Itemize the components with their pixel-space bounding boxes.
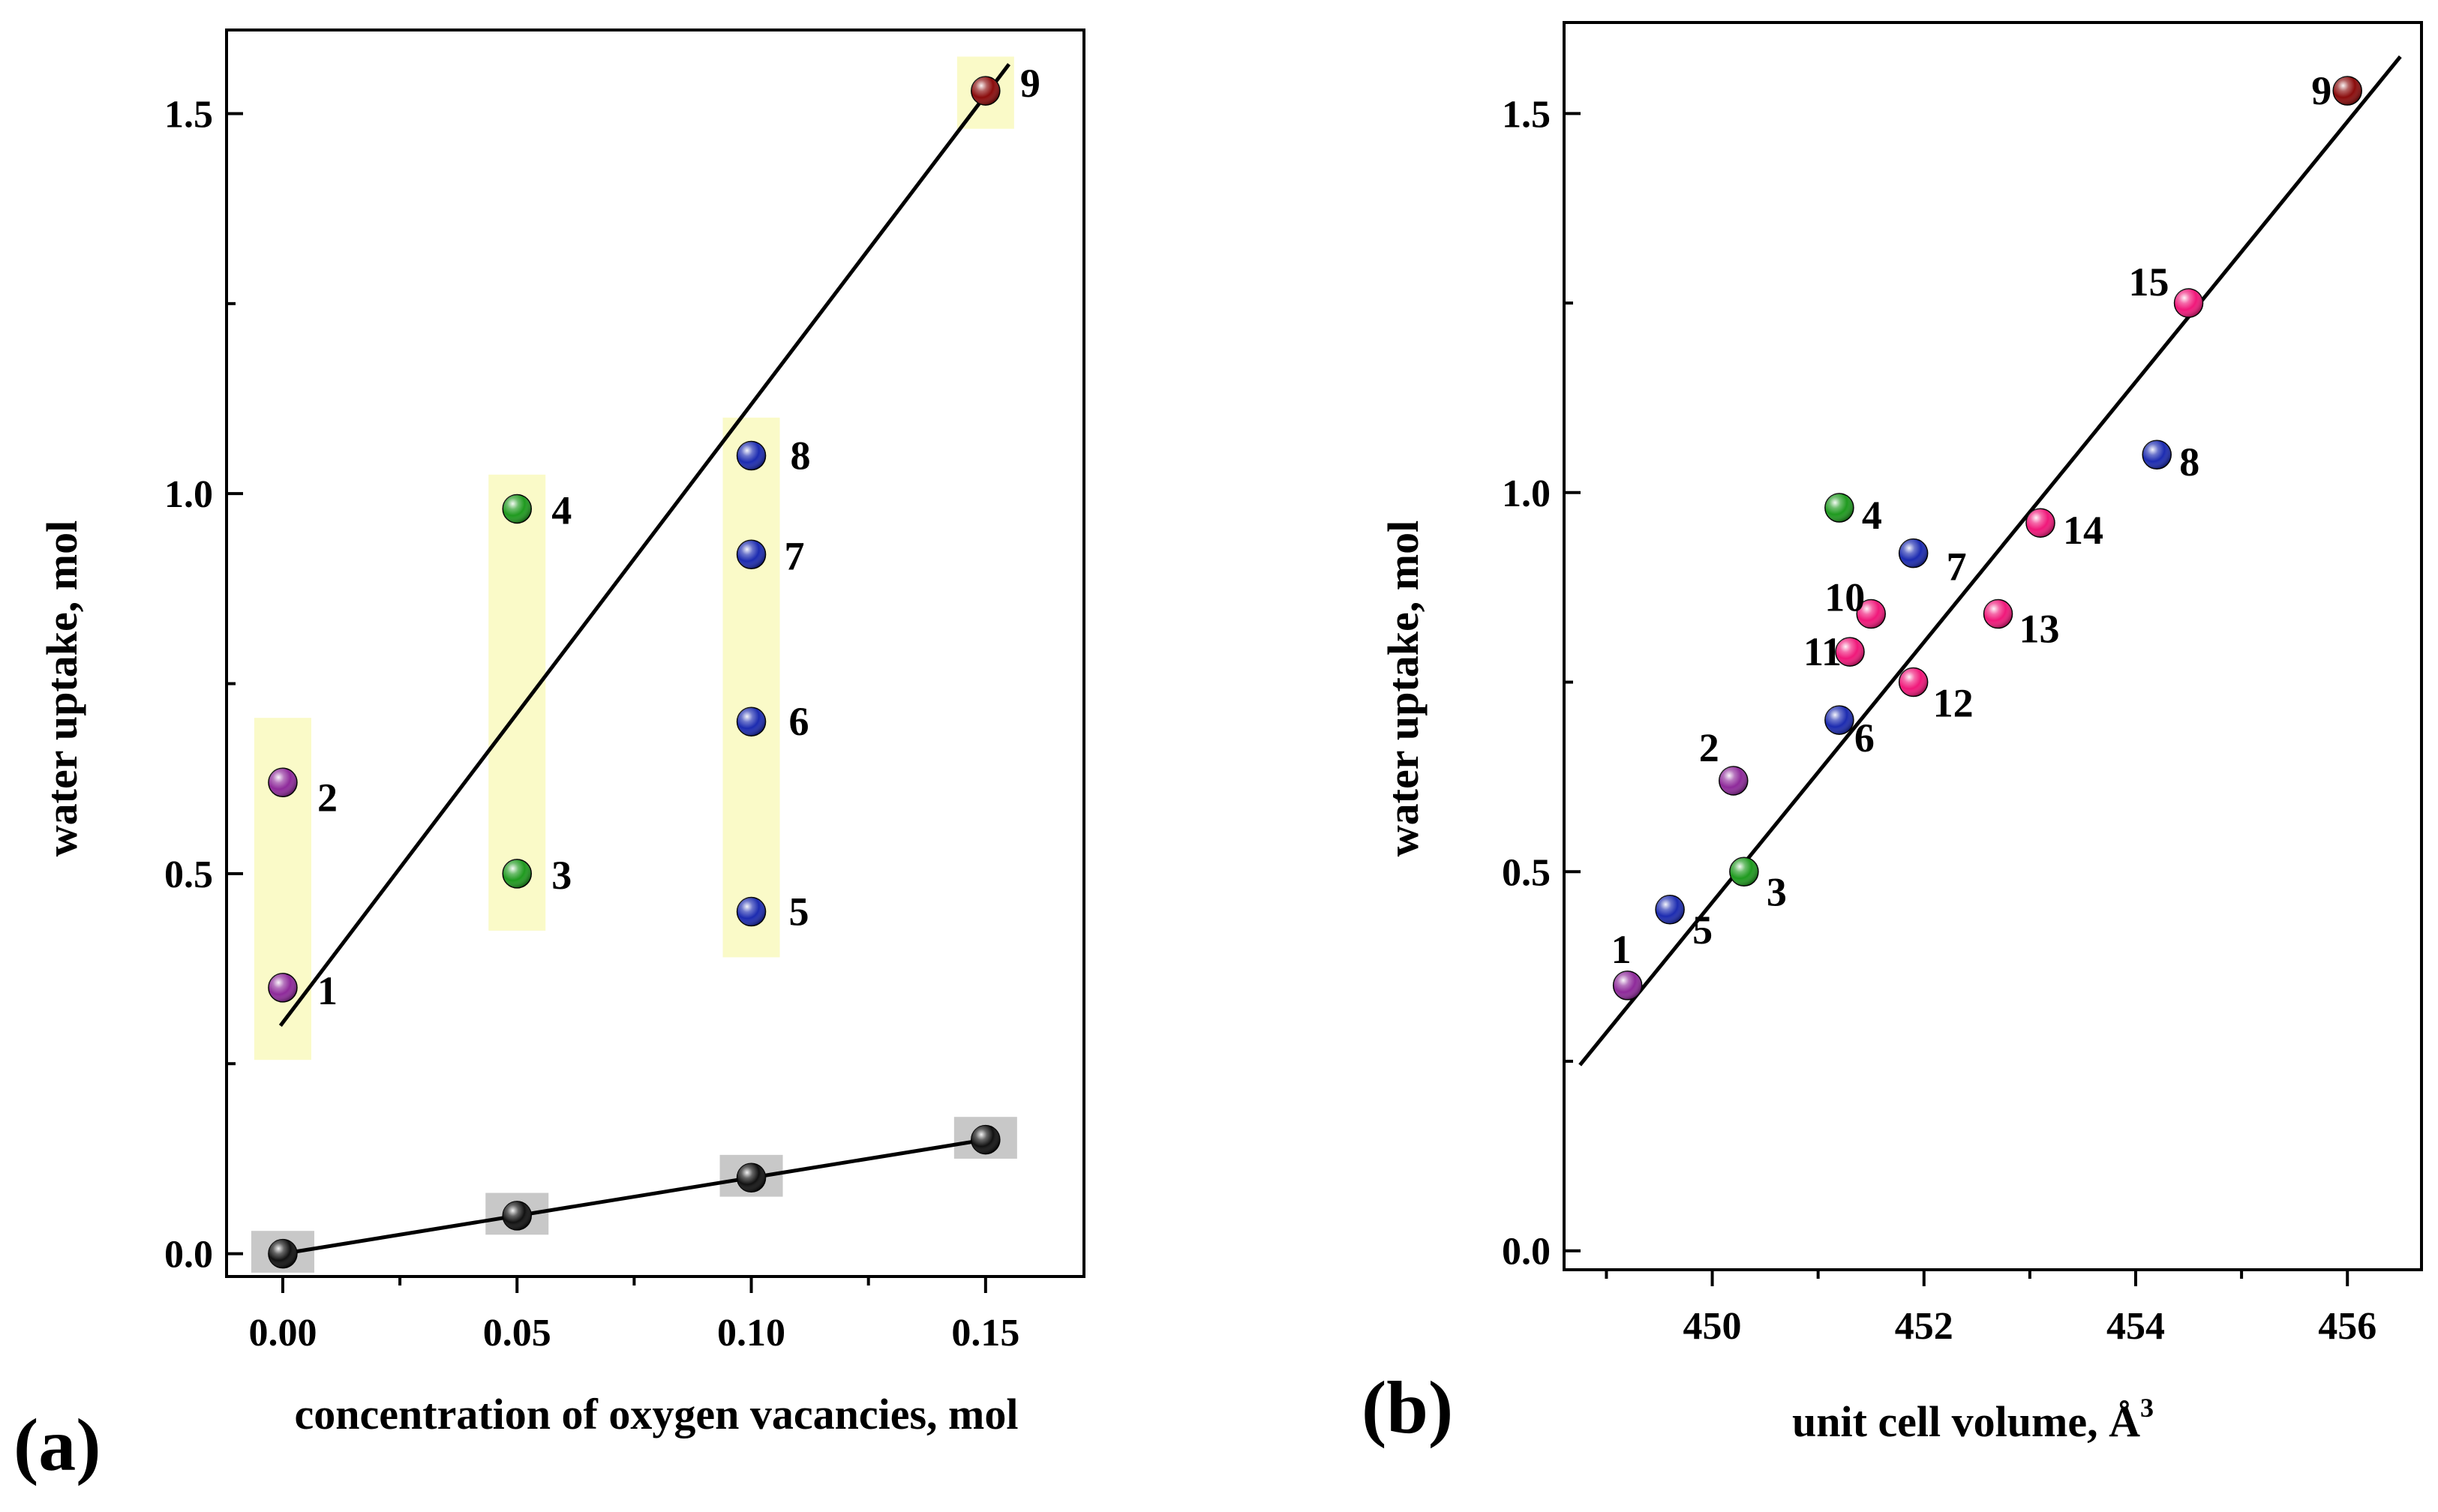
y-tick-label: 1.5 [1502, 93, 1551, 136]
x-axis-title-a: concentration of oxygen vacancies, mol [295, 1390, 1019, 1438]
point-label: 13 [2019, 607, 2060, 652]
point-label: 4 [1862, 493, 1882, 538]
point-label: 9 [2311, 68, 2331, 113]
data-point [2332, 76, 2362, 106]
point-label: 4 [551, 488, 572, 532]
point-label: 5 [1692, 908, 1713, 952]
y-tick-label: 1.0 [164, 473, 213, 516]
points-a: 1 2 3 4 5 6 7 8 9 [268, 61, 1040, 1269]
data-point [268, 973, 298, 1003]
point-label: 5 [789, 890, 809, 934]
data-point [1719, 766, 1749, 796]
data-point [736, 539, 767, 570]
point-label: 2 [317, 775, 338, 820]
data-point [2173, 288, 2204, 318]
fit-lines-a [278, 63, 1011, 1256]
data-point [2142, 440, 2172, 470]
data-point [736, 440, 767, 471]
point-label: 14 [2063, 508, 2103, 553]
x-tick-label: 0.10 [717, 1312, 785, 1354]
x-tick-label: 452 [1895, 1305, 1953, 1348]
fit-line [278, 63, 1011, 1028]
data-point [1983, 598, 2013, 629]
data-point [502, 1201, 532, 1231]
y-tick-label: 0.0 [164, 1234, 213, 1276]
point-label: 11 [1803, 629, 1842, 674]
x-tick-label: 0.00 [248, 1312, 317, 1354]
y-axis-title-a: water uptake, mol [38, 520, 86, 856]
data-point [1824, 493, 1854, 523]
data-point [2025, 508, 2055, 538]
fit-line [282, 1138, 986, 1256]
data-point [1655, 895, 1685, 925]
point-label: 8 [791, 434, 811, 478]
point-label: 12 [1933, 681, 1974, 726]
x-tick-label: 0.15 [951, 1312, 1019, 1354]
data-point [1835, 637, 1865, 667]
data-point [268, 1238, 298, 1269]
point-label: 1 [1611, 927, 1632, 972]
x-tick-label: 456 [2318, 1305, 2376, 1348]
data-point [502, 859, 532, 889]
point-label: 7 [1947, 544, 1967, 590]
highlight-box [488, 474, 546, 931]
plot-frame-b [1563, 21, 2423, 1271]
data-point [1898, 538, 1929, 568]
fit-line [1578, 55, 2402, 1066]
point-label: 10 [1824, 575, 1865, 620]
data-point [971, 1124, 1001, 1155]
point-label: 8 [2179, 440, 2199, 484]
point-label: 15 [2129, 260, 2169, 304]
x-tick-label: 454 [2106, 1305, 2165, 1348]
data-point [1824, 705, 1854, 735]
data-point [1729, 856, 1759, 887]
data-point [268, 767, 298, 798]
data-point [502, 494, 532, 524]
y-tick-label: 1.0 [1502, 472, 1551, 515]
fit-lines-b [1578, 55, 2402, 1066]
data-point [971, 76, 1001, 106]
panel-a: 0.0 0.5 1.0 1.5 0.00 0.05 0.10 0.15 1 2 3 4 5 6 7 8 9 c… [14, 28, 1085, 1486]
y-axis-title-b: water uptake, mol [1379, 520, 1428, 856]
x-tick-label: 0.05 [483, 1312, 551, 1354]
data-point [1856, 598, 1886, 629]
plot-frame-a [225, 28, 1085, 1278]
point-label: 7 [785, 533, 805, 578]
y-tick-label: 0.5 [1502, 851, 1551, 894]
data-point [1898, 667, 1929, 698]
point-label: 6 [789, 699, 809, 744]
point-label: 9 [1020, 61, 1040, 106]
x-tick-label: 450 [1683, 1305, 1742, 1348]
data-point [1612, 970, 1643, 1000]
highlight-box [722, 417, 780, 958]
panel-tag-b: (b) [1362, 1366, 1453, 1449]
point-label: 2 [1699, 725, 1719, 770]
point-label: 3 [551, 853, 572, 898]
y-tick-label: 0.5 [164, 854, 213, 896]
point-label: 6 [1854, 716, 1875, 760]
data-point [736, 896, 767, 927]
data-point [736, 1162, 767, 1193]
point-label: 1 [317, 968, 338, 1013]
ticks-a: 0.0 0.5 1.0 1.5 0.00 0.05 0.10 0.15 [164, 93, 1019, 1354]
point-label: 3 [1767, 869, 1787, 914]
highlight-boxes-a [251, 56, 1017, 1273]
data-point [736, 706, 767, 736]
y-tick-label: 1.5 [164, 93, 213, 136]
panel-tag-a: (a) [14, 1403, 101, 1486]
x-axis-title-b: unit cell volume, Å3 [1792, 1393, 2154, 1446]
y-tick-label: 0.0 [1502, 1231, 1551, 1274]
